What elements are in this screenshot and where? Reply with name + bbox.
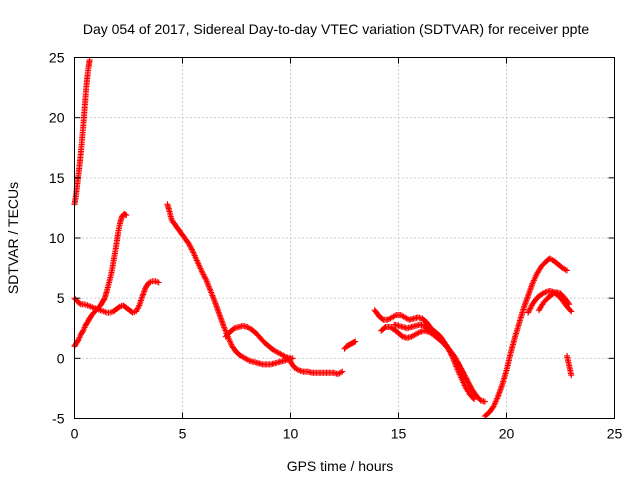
y-tick-label: 10 (49, 230, 65, 246)
data-points-early-mid-band (71, 278, 162, 316)
series-evening-upper (371, 307, 478, 403)
ticks: 0 5 10 15 20 25 -5 0 5 10 15 20 25 (49, 50, 623, 442)
data-points-night-flat (287, 358, 346, 377)
y-tick-label: -5 (52, 411, 65, 427)
x-axis-title: GPS time / hours (287, 458, 394, 474)
data-points-short-segment (341, 338, 359, 352)
data-points-late-band (525, 287, 575, 316)
data-points-evening-upper (371, 307, 478, 403)
series-final-drop (564, 352, 575, 379)
chart-title: Day 054 of 2017, Sidereal Day-to-day VTE… (83, 21, 590, 37)
series-evening-middle (391, 321, 488, 405)
data-points-late-lower-band (535, 289, 573, 314)
data-points-evening-middle (391, 321, 488, 405)
y-tick-label: 25 (49, 50, 65, 66)
series-late-rise (481, 255, 570, 420)
data-points-early-low-rising (71, 210, 130, 350)
y-tick-label: 20 (49, 110, 65, 126)
x-tick-label: 25 (607, 426, 623, 442)
y-axis-title: SDTVAR / TECUs (5, 182, 21, 294)
series-late-lower-band (535, 289, 573, 314)
series-night-flat (287, 358, 346, 377)
series-short-segment (341, 338, 359, 352)
y-tick-label: 15 (49, 170, 65, 186)
grid (74, 57, 615, 419)
data-points-bump-branch (222, 322, 294, 362)
x-tick-label: 15 (391, 426, 407, 442)
series-afternoon-descent (164, 201, 296, 368)
data-points-late-rise (481, 255, 570, 420)
data-layer (71, 56, 575, 420)
y-tick-label: 0 (57, 350, 65, 366)
series-bump-branch (222, 322, 294, 362)
x-tick-label: 0 (71, 426, 79, 442)
x-tick-label: 20 (499, 426, 515, 442)
series-late-band (525, 287, 575, 316)
data-points-afternoon-descent (164, 201, 296, 368)
x-tick-label: 10 (283, 426, 299, 442)
series-early-low-rising (71, 210, 130, 350)
data-points-final-drop (564, 352, 575, 379)
y-tick-label: 5 (57, 290, 65, 306)
series-early-mid-band (71, 278, 162, 316)
x-tick-label: 5 (179, 426, 187, 442)
